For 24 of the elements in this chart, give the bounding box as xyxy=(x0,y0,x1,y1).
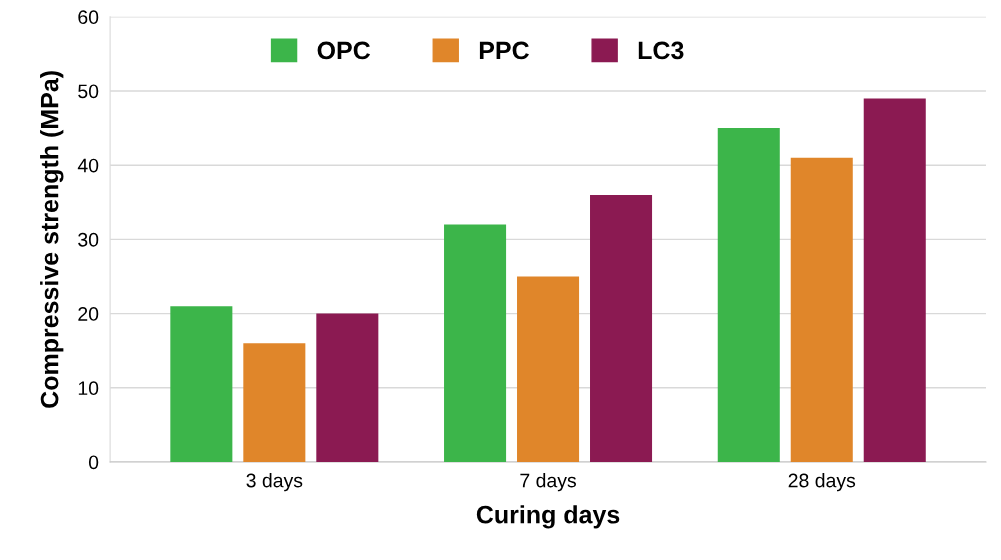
bar xyxy=(170,306,233,462)
bar xyxy=(590,194,653,462)
bar xyxy=(717,128,780,462)
x-axis-title: Curing days xyxy=(476,505,620,529)
x-tick-label: 3 days xyxy=(246,473,303,492)
x-tick-label: 7 days xyxy=(520,473,576,492)
y-tick-label: 30 xyxy=(78,232,99,247)
bar xyxy=(790,157,853,462)
bar xyxy=(517,276,580,462)
y-tick-label: 50 xyxy=(78,84,99,99)
y-tick-label: 60 xyxy=(78,10,99,25)
y-tick-label: 20 xyxy=(78,307,99,321)
y-tick-label: 10 xyxy=(78,381,99,396)
x-tick-label: 28 days xyxy=(788,473,856,492)
y-axis-title: Compressive strength (MPa) xyxy=(40,71,64,408)
legend-label: OPC xyxy=(317,41,371,60)
y-tick-label: 40 xyxy=(77,158,99,173)
bar xyxy=(444,224,507,462)
legend-label: LC3 xyxy=(638,41,684,60)
y-tick-label: 0 xyxy=(88,455,99,470)
bar xyxy=(316,313,379,462)
legend-label: PPC xyxy=(479,41,529,60)
bar xyxy=(243,343,306,462)
bar xyxy=(863,98,926,462)
